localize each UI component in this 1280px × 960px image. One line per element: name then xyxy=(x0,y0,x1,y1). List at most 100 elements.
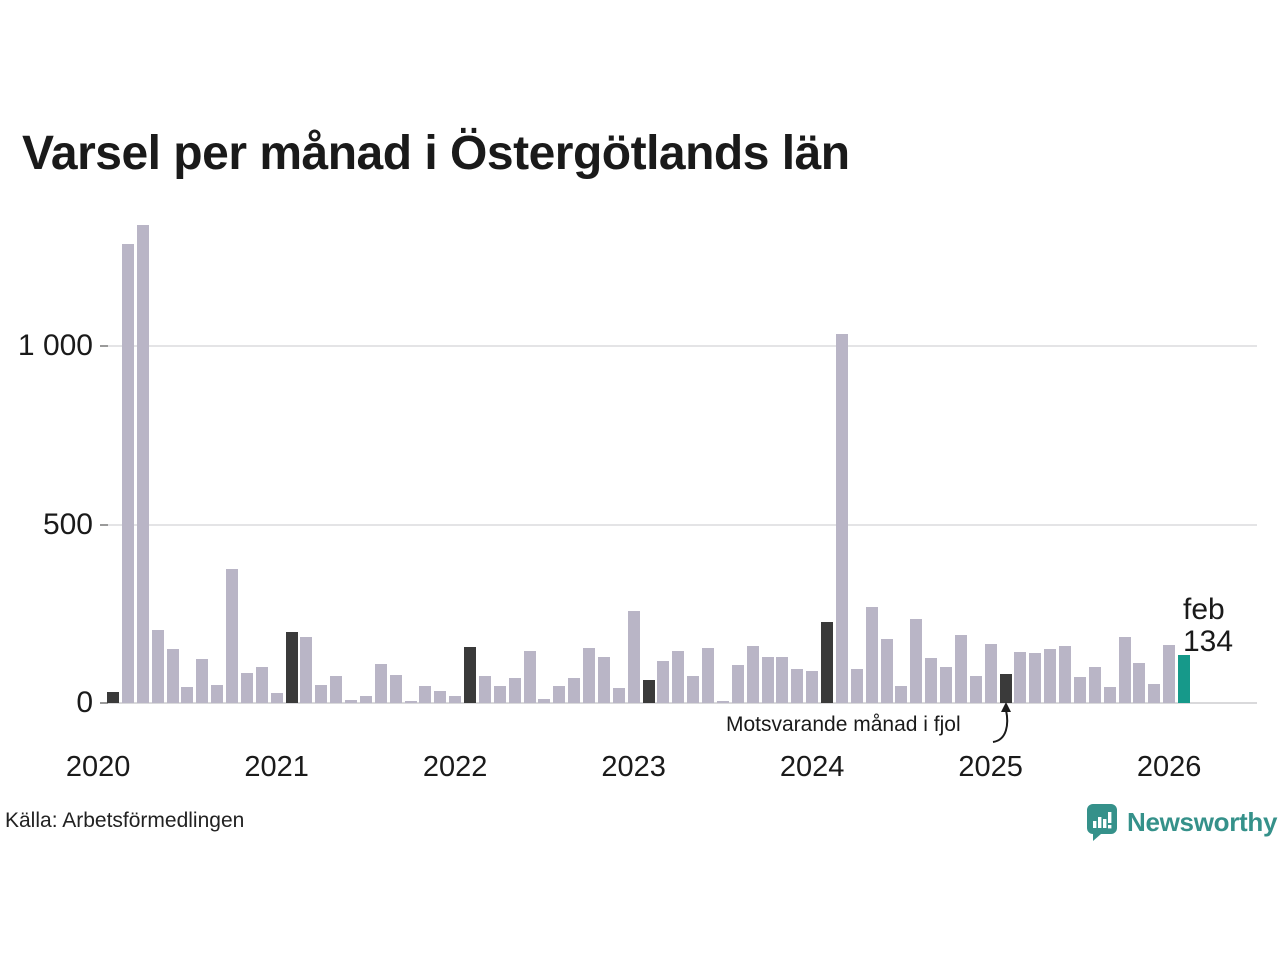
bar-2025-08 xyxy=(1088,666,1101,703)
bar-2022-06 xyxy=(523,651,536,703)
bar-2026-02 xyxy=(1178,655,1190,703)
bar-2023-02 xyxy=(642,680,655,703)
bar-2024-03 xyxy=(835,333,848,703)
bar-2025-12 xyxy=(1148,683,1161,703)
bar-2022-10 xyxy=(583,648,595,703)
bar-2022-03 xyxy=(478,675,491,703)
bar-2024-05 xyxy=(865,607,878,703)
gridline-500 xyxy=(100,523,1257,526)
bar-2023-08 xyxy=(731,664,744,703)
chart-title: Varsel per månad i Östergötlands län xyxy=(22,127,850,180)
bar-2022-11 xyxy=(597,656,610,703)
bar-2025-07 xyxy=(1073,677,1086,703)
bar-2024-02 xyxy=(821,621,833,703)
x-axis-label-2020: 2020 xyxy=(65,751,131,783)
y-axis-label-0: 0 xyxy=(76,686,93,719)
y-axis-label-1000: 1 000 xyxy=(17,329,93,362)
bar-2025-06 xyxy=(1059,645,1071,703)
newsworthy-logo: Newsworthy xyxy=(1086,802,1277,842)
bar-2023-04 xyxy=(672,651,685,703)
bar-2021-07 xyxy=(359,695,372,703)
bar-2025-11 xyxy=(1133,663,1146,703)
bar-2020-10 xyxy=(226,569,238,703)
bar-2023-05 xyxy=(687,676,700,703)
latest-month-label: feb xyxy=(1183,593,1225,626)
bar-2020-06 xyxy=(166,649,179,703)
bar-2023-03 xyxy=(657,660,670,703)
bar-2022-09 xyxy=(568,678,581,703)
bar-2023-01 xyxy=(627,611,640,703)
latest-value-callout: feb 134 xyxy=(1183,594,1233,658)
bar-2020-02 xyxy=(107,692,119,703)
bar-2024-06 xyxy=(880,638,893,703)
y-axis-tick-500 xyxy=(100,523,108,526)
bar-2025-03 xyxy=(1014,651,1027,703)
source-label: Källa: Arbetsförmedlingen xyxy=(5,809,245,832)
bar-2025-02 xyxy=(999,674,1012,703)
bar-2021-02 xyxy=(285,631,298,703)
x-axis-label-2025: 2025 xyxy=(958,751,1023,783)
bar-2022-07 xyxy=(538,699,551,703)
bar-2024-01 xyxy=(806,671,819,703)
bar-2021-11 xyxy=(419,685,432,703)
bar-2023-11 xyxy=(776,656,789,703)
bar-2020-11 xyxy=(240,672,253,703)
bar-2023-10 xyxy=(761,657,774,703)
bar-2023-12 xyxy=(791,668,804,703)
bar-2020-04 xyxy=(136,224,149,703)
annotation-arrow-icon xyxy=(992,702,1011,743)
newsworthy-pin-icon xyxy=(1087,804,1117,841)
bar-2024-07 xyxy=(895,685,908,703)
bar-2020-03 xyxy=(121,244,134,703)
x-axis-label-2023: 2023 xyxy=(601,751,666,783)
bar-2020-05 xyxy=(151,629,164,703)
bar-2026-01 xyxy=(1163,644,1176,703)
bar-2025-10 xyxy=(1118,636,1131,703)
bar-2023-09 xyxy=(746,646,759,703)
bar-2022-12 xyxy=(612,687,625,703)
bar-2021-01 xyxy=(270,693,283,703)
bar-2025-01 xyxy=(984,644,997,703)
bar-2020-07 xyxy=(181,686,194,703)
y-axis-tick-1000 xyxy=(100,345,108,347)
bar-2022-02 xyxy=(464,646,476,703)
bar-2024-09 xyxy=(925,658,938,703)
x-axis-label-2022: 2022 xyxy=(422,751,488,783)
bar-2023-06 xyxy=(702,648,714,703)
bar-2024-11 xyxy=(954,635,967,703)
bar-2022-05 xyxy=(508,678,521,703)
bar-2021-06 xyxy=(345,700,357,703)
bar-2020-09 xyxy=(211,685,224,703)
bar-2021-09 xyxy=(389,675,402,703)
bar-2025-09 xyxy=(1103,686,1116,703)
bar-2020-08 xyxy=(196,659,209,703)
annotation-label: Motsvarande månad i fjol xyxy=(726,713,961,736)
bar-2022-04 xyxy=(493,685,506,703)
bar-2022-01 xyxy=(449,695,462,703)
bar-2021-05 xyxy=(330,676,343,703)
bar-2024-04 xyxy=(850,669,863,703)
bar-2021-03 xyxy=(300,636,313,703)
y-axis-tick-0 xyxy=(100,702,108,704)
y-axis-label-500: 500 xyxy=(42,507,93,541)
newsworthy-wordmark: Newsworthy xyxy=(1127,807,1278,837)
bar-2021-12 xyxy=(434,691,447,703)
bar-2020-12 xyxy=(255,667,268,703)
bar-2021-04 xyxy=(315,685,328,703)
x-axis-label-2026: 2026 xyxy=(1136,751,1202,783)
bar-2024-12 xyxy=(969,676,982,703)
bar-2021-10 xyxy=(404,700,417,703)
bar-2025-05 xyxy=(1044,648,1057,703)
x-axis-label-2024: 2024 xyxy=(779,751,845,783)
gridline-1000 xyxy=(100,345,1257,347)
bar-2021-08 xyxy=(374,663,387,703)
x-axis-label-2021: 2021 xyxy=(244,751,309,783)
bar-2024-10 xyxy=(940,667,952,703)
bar-2025-04 xyxy=(1029,653,1042,703)
bar-2022-08 xyxy=(553,685,566,703)
latest-value-label: 134 xyxy=(1183,625,1234,658)
bar-2024-08 xyxy=(910,619,923,703)
gridline-0 xyxy=(100,702,1257,704)
bar-2023-07 xyxy=(716,700,729,703)
